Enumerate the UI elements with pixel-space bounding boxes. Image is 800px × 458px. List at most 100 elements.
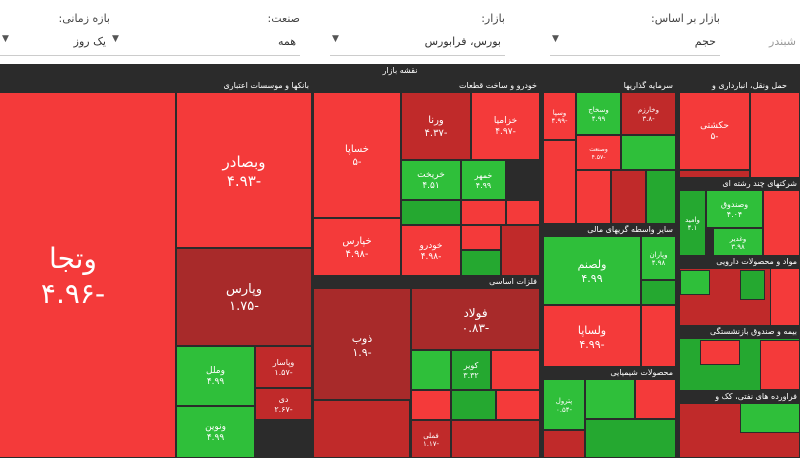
filler-tile bbox=[411, 350, 451, 390]
tile-symbol: ذوب bbox=[351, 331, 373, 345]
tile[interactable]: وامید ۴.۱ bbox=[679, 190, 706, 256]
sector-header: فلزات اساسی bbox=[313, 276, 540, 288]
tile-change: -۵ bbox=[710, 132, 719, 143]
filter-select[interactable]: حجم ▼ bbox=[550, 30, 720, 56]
filler-tile bbox=[491, 350, 540, 390]
filler-tile bbox=[763, 190, 800, 256]
filler-tile bbox=[611, 170, 646, 224]
tile[interactable]: خزامیا -۴.۹۷ bbox=[471, 92, 540, 160]
tile-symbol: وبصادر bbox=[222, 153, 266, 171]
tile-change: ۴.۱ bbox=[687, 224, 698, 233]
tile-symbol: ورنا bbox=[428, 115, 444, 126]
tile[interactable]: ورنا -۴.۳۷ bbox=[401, 92, 471, 160]
tile[interactable]: کویر ۳.۳۲ bbox=[451, 350, 491, 390]
tile[interactable]: فولاد -۰.۸۳ bbox=[411, 288, 540, 350]
tile[interactable]: وپاران ۴.۹۸ bbox=[641, 236, 676, 280]
tile-change: -۴.۹۶ bbox=[40, 277, 106, 311]
tile[interactable]: خساپا -۵ bbox=[313, 92, 401, 218]
filler-tile bbox=[740, 403, 800, 433]
tile[interactable]: وتجا -۴.۹۶ bbox=[0, 92, 176, 458]
filter-select[interactable]: همه ▼ bbox=[110, 30, 300, 56]
tile-change: -۲.۶۷ bbox=[274, 405, 293, 415]
filler-tile bbox=[740, 270, 765, 300]
tile[interactable]: وخارزم -۳.۸ bbox=[621, 92, 676, 135]
tile[interactable]: ذوب -۱.۹ bbox=[313, 288, 411, 400]
tile-change: -۱.۱۷ bbox=[422, 440, 440, 449]
tile-symbol: خمهر bbox=[474, 171, 493, 181]
tile[interactable]: وپارس -۱.۷۵ bbox=[176, 248, 312, 346]
filler-tile bbox=[461, 250, 501, 276]
tile-change: -۱.۵۷ bbox=[274, 368, 293, 378]
tile[interactable]: فملی -۱.۱۷ bbox=[411, 420, 451, 458]
tile-change: -۴.۹۷ bbox=[495, 127, 516, 138]
tile-symbol: دی bbox=[278, 395, 289, 405]
tile-symbol: وصنعت bbox=[589, 146, 608, 154]
tile[interactable]: حکشتی -۵ bbox=[679, 92, 750, 170]
filter-select[interactable]: بورس، فرابورس ▼ bbox=[330, 30, 505, 56]
tile-symbol: فملی bbox=[423, 431, 439, 440]
filler-tile bbox=[461, 200, 506, 225]
filter-value: همه bbox=[277, 35, 296, 48]
sector-header: بیمه و صندوق بازنشستگی bbox=[679, 326, 800, 338]
tile-change: -۰.۵۴ bbox=[555, 405, 573, 414]
tile[interactable]: وصندوق ۴.۰۴ bbox=[706, 190, 763, 228]
tile[interactable]: ولصنم ۴.۹۹ bbox=[543, 236, 641, 305]
tile-change: -۴.۵۷ bbox=[591, 153, 606, 161]
tile[interactable]: وپاسار -۱.۵۷ bbox=[255, 346, 312, 388]
tile[interactable]: وسخاج ۴.۹۹ bbox=[576, 92, 621, 135]
filler-tile bbox=[679, 170, 750, 178]
tile-change: -۱.۹ bbox=[352, 345, 372, 359]
sector-header: فراورده های نفتی، کک و bbox=[679, 391, 800, 403]
search-box[interactable]: شبندر bbox=[735, 30, 800, 56]
filler-tile bbox=[621, 135, 676, 170]
filler-tile bbox=[401, 200, 461, 225]
tile[interactable]: وبصادر -۴.۹۳ bbox=[176, 92, 312, 248]
tile[interactable]: ونوین ۴.۹۹ bbox=[176, 406, 255, 458]
map-title: نقشه بازار bbox=[382, 66, 418, 75]
treemap: نقشه بازار بانکها و موسسات اعتباری خودرو … bbox=[0, 64, 800, 458]
tile-change: ۴.۵۱ bbox=[422, 181, 440, 192]
tile-symbol: ولصنم bbox=[577, 258, 607, 272]
tile-symbol: وپاران bbox=[649, 250, 668, 259]
tile-symbol: وپاسار bbox=[272, 358, 295, 368]
tile[interactable]: دی -۲.۶۷ bbox=[255, 388, 312, 420]
filler-tile bbox=[770, 268, 800, 326]
tile[interactable]: پترول -۰.۵۴ bbox=[543, 379, 585, 430]
tile[interactable]: ولساپا -۴.۹۹ bbox=[543, 305, 641, 367]
sector-header: شرکتهای چند رشته ای bbox=[679, 178, 800, 190]
tile-symbol: کویر bbox=[463, 361, 479, 371]
tile[interactable]: وسپا -۴.۹۹ bbox=[543, 92, 576, 140]
sector-header: سایر واسطه گریهای مالی bbox=[543, 224, 676, 236]
tile-change: -۴.۹۳ bbox=[226, 171, 262, 190]
filter-value: یک روز bbox=[73, 35, 106, 48]
filler-tile bbox=[451, 390, 496, 420]
tile-change: -۳.۸ bbox=[642, 114, 655, 123]
dropdown-arrow: ▼ bbox=[552, 34, 559, 44]
tile[interactable]: وملل ۴.۹۹ bbox=[176, 346, 255, 406]
tile-symbol: وتجا bbox=[49, 242, 97, 276]
filler-tile bbox=[700, 340, 740, 365]
dropdown-arrow: ▼ bbox=[2, 34, 9, 44]
tile-change: -۱.۷۵ bbox=[229, 298, 259, 314]
sector-header: خودرو و ساخت قطعات bbox=[313, 80, 540, 92]
filler-tile bbox=[680, 270, 710, 295]
tile[interactable]: وغدیر ۳.۹۸ bbox=[713, 228, 763, 256]
filter-value: حجم bbox=[694, 35, 716, 48]
tile-change: ۳.۹۸ bbox=[731, 243, 745, 252]
filter-label: صنعت: bbox=[267, 12, 300, 25]
tile[interactable]: خمهر ۴.۹۹ bbox=[461, 160, 506, 200]
filter-label: بازه زمانی: bbox=[58, 12, 110, 25]
tile[interactable]: خودرو -۴.۹۸ bbox=[401, 225, 461, 276]
tile-change: ۴.۹۹ bbox=[581, 272, 603, 286]
filler-tile bbox=[641, 280, 676, 305]
tile[interactable]: خپارس -۴.۹۸ bbox=[313, 218, 401, 276]
filter-label: بازار بر اساس: bbox=[651, 12, 720, 25]
tile[interactable]: وصنعت -۴.۵۷ bbox=[576, 135, 621, 170]
filler-tile bbox=[506, 200, 540, 225]
tile-symbol: وپارس bbox=[225, 282, 262, 298]
filter-select[interactable]: یک روز ▼ bbox=[0, 30, 110, 56]
tile[interactable]: خریخت ۴.۵۱ bbox=[401, 160, 461, 200]
tile-symbol: خساپا bbox=[345, 144, 369, 155]
filler-tile bbox=[543, 430, 585, 458]
tile-symbol: خزامیا bbox=[493, 116, 518, 127]
